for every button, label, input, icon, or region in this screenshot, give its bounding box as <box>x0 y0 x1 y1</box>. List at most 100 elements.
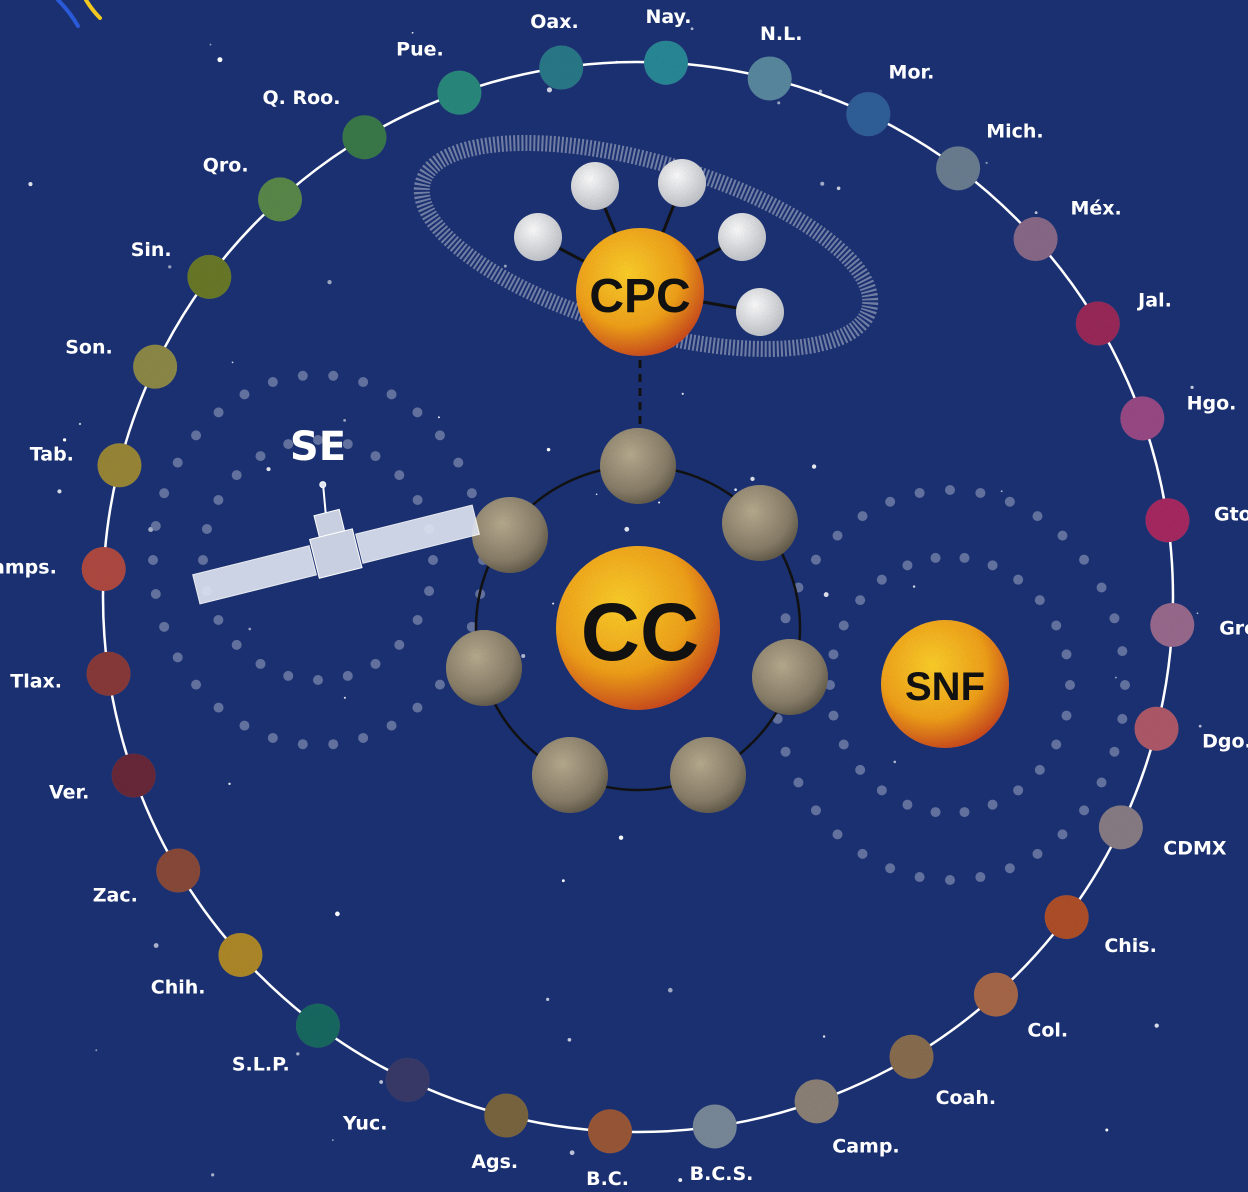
orbit-dot <box>358 732 369 743</box>
orbit-dot <box>902 560 913 571</box>
orbit-dot <box>876 785 887 796</box>
star <box>335 911 340 917</box>
star <box>209 43 212 46</box>
orbit-dot <box>213 407 224 418</box>
star <box>546 447 551 452</box>
outer-orbit <box>101 60 1175 1134</box>
orbit-dot <box>159 488 170 499</box>
star <box>1154 1023 1159 1028</box>
state-label: Chis. <box>1104 935 1157 957</box>
cpc-moon <box>736 288 784 336</box>
orbit-dot <box>148 555 158 565</box>
orbit-dot <box>412 495 423 505</box>
orbit-dot <box>1013 574 1024 585</box>
state-label: Chih. <box>151 976 206 998</box>
state-node <box>1098 805 1143 850</box>
star <box>750 476 755 482</box>
orbit-dot <box>313 435 323 445</box>
orbit-dot <box>1117 713 1128 724</box>
state-node <box>846 92 891 137</box>
orbit-dot <box>975 872 986 883</box>
state-label: CDMX <box>1163 838 1227 860</box>
orbit-dot <box>1096 582 1107 593</box>
star <box>569 1150 575 1156</box>
snf-label: SNF <box>905 665 985 709</box>
cpc-moon <box>658 159 706 207</box>
cc-sun <box>556 546 720 710</box>
star <box>1190 385 1194 389</box>
orbit-dot <box>386 720 397 731</box>
orbit-dot <box>975 487 986 498</box>
orbit-dot <box>1079 805 1090 816</box>
star <box>437 416 440 419</box>
orbit-dot <box>914 487 925 498</box>
state-node <box>1044 895 1089 940</box>
orbit-dot <box>945 875 955 885</box>
state-node <box>1120 396 1165 441</box>
star <box>1000 490 1003 493</box>
orbit-dot <box>828 649 839 660</box>
cc-moon <box>532 737 608 813</box>
state-node <box>86 651 131 696</box>
star <box>561 879 565 883</box>
state-node <box>1013 217 1058 262</box>
orbit-dot <box>201 523 212 534</box>
state-label: Ags. <box>471 1151 518 1173</box>
orbit-dot <box>428 555 438 565</box>
orbit-dot <box>1109 746 1120 757</box>
state-node <box>1150 602 1195 647</box>
star <box>379 1080 384 1084</box>
state-node <box>258 177 303 222</box>
state-label: B.C. <box>586 1168 629 1190</box>
orbit-dot <box>172 652 183 663</box>
state-label: Méx. <box>1071 198 1122 220</box>
state-label: Tamps. <box>0 557 57 579</box>
star <box>734 488 737 492</box>
orbit-dot <box>412 702 423 713</box>
orbit-dot <box>342 670 353 681</box>
orbit-dot <box>386 389 397 400</box>
state-label: Pue. <box>396 38 444 60</box>
orbit-dot <box>832 530 843 541</box>
star <box>62 438 67 442</box>
state-node <box>97 443 142 488</box>
state-node <box>187 254 232 299</box>
state-node <box>133 344 178 389</box>
cpc-satellites <box>514 159 784 336</box>
star <box>618 835 624 840</box>
state-label: Col. <box>1027 1020 1068 1042</box>
orbit-dot <box>987 560 998 571</box>
state-node <box>643 40 688 85</box>
orbit-dot <box>434 430 445 441</box>
orbit-dot <box>1096 777 1107 788</box>
orbit-dot <box>283 439 294 450</box>
orbit-dot <box>267 732 278 743</box>
orbit-dot <box>313 675 323 685</box>
star <box>57 489 62 494</box>
orbit-dot <box>780 746 791 757</box>
state-label: Tab. <box>30 444 74 466</box>
orbit-dot <box>466 621 477 632</box>
orbit-dot <box>328 739 339 750</box>
orbit-dot <box>885 496 896 507</box>
orbit-dot <box>832 829 843 840</box>
star <box>153 943 159 948</box>
corner-squiggle <box>56 0 102 28</box>
star <box>411 31 414 34</box>
star <box>777 101 781 105</box>
star <box>1114 676 1117 679</box>
orbit-dot <box>855 595 866 606</box>
orbit-dot <box>198 555 208 565</box>
orbit-dot <box>793 777 804 788</box>
state-node <box>1145 498 1190 543</box>
orbit-dot <box>150 521 161 532</box>
cpc-moon <box>514 213 562 261</box>
cc-moon <box>446 630 522 706</box>
state-node <box>692 1104 737 1149</box>
state-label: Mor. <box>889 62 935 84</box>
cc-moon <box>752 639 828 715</box>
orbit-dot <box>466 488 477 499</box>
state-node <box>484 1093 529 1138</box>
orbit-dot <box>267 377 278 388</box>
state-label: Gro. <box>1219 617 1248 639</box>
